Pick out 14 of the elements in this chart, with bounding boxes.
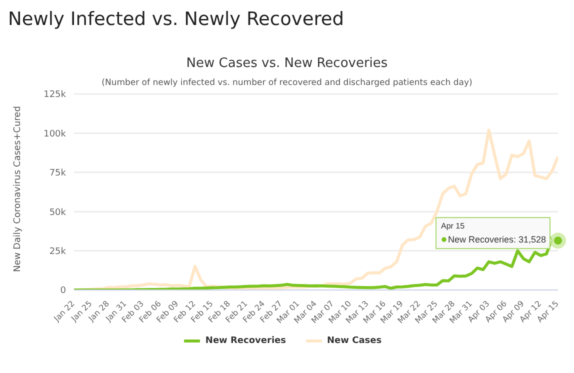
y-tick-label: 25k — [49, 246, 67, 257]
y-tick-label: 125k — [44, 90, 67, 100]
y-axis-title: New Daily Coronavirus Cases+Cured — [13, 106, 24, 272]
y-tick-label: 100k — [44, 129, 67, 140]
legend-label: New Recoveries — [205, 336, 286, 346]
y-tick-label: 50k — [49, 208, 67, 218]
tooltip-box: Apr 15 New Recoveries: 31,528 — [436, 217, 553, 250]
y-tick-label: 0 — [60, 286, 66, 296]
legend-label: New Cases — [327, 336, 382, 346]
annotation: New Recoveries: 31,528 — [448, 234, 546, 245]
chart-title: Newly Infected vs. Newly Recovered — [8, 8, 346, 32]
text: (Number of newly infected vs. number of recovered and discharged patients each day) — [100, 78, 474, 88]
chart-subtitle: New Cases vs. New Recoveries — [185, 56, 389, 71]
y-tick-label: 75k — [49, 168, 67, 179]
